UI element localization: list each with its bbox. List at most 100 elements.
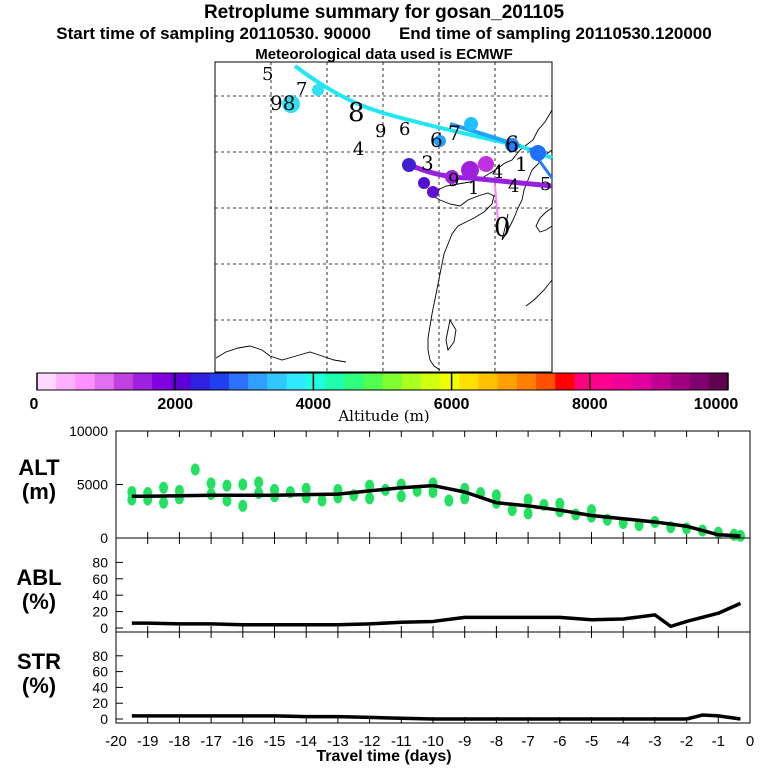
colorbar-swatch: [324, 373, 345, 390]
scatter-point: [254, 487, 264, 500]
sampling-times: Start time of sampling 20110530. 90000 En…: [0, 24, 768, 44]
colorbar-swatch: [440, 373, 460, 390]
y-tick-label: 5000: [77, 477, 108, 493]
colorbar-swatch: [228, 373, 249, 390]
colorbar-swatch: [267, 373, 288, 390]
plume-blobs: [282, 84, 546, 198]
colorbar-swatch: [305, 373, 326, 390]
y-tick-label: 0: [100, 620, 108, 636]
x-tick-label: -10: [422, 733, 444, 750]
colorbar-swatch: [593, 373, 614, 390]
plume-blob: [530, 145, 546, 161]
scatter-point: [317, 494, 327, 507]
coastline-japan: [535, 207, 553, 233]
x-tick-label: -13: [327, 733, 349, 750]
abl-series-line: [131, 601, 742, 629]
scatter-point: [222, 494, 232, 507]
y-tick-label: 60: [92, 664, 108, 680]
day-marker: 1: [468, 178, 479, 199]
y-tick-label: 0: [100, 711, 108, 727]
coastline-china: [427, 109, 553, 371]
x-tick-label: -9: [458, 733, 471, 750]
scatter-point: [396, 490, 406, 503]
scatter-point: [190, 463, 200, 476]
plume-blob: [434, 135, 446, 147]
coastline-south: [215, 345, 347, 363]
plume-blob: [445, 170, 459, 184]
colorbar-swatch: [632, 373, 652, 390]
y-tick-label: 60: [92, 571, 108, 587]
str-label-line2: (%): [21, 673, 57, 698]
trajectory-vertical: [494, 184, 499, 223]
x-tick-label: -14: [295, 733, 317, 750]
x-tick-label: -8: [490, 733, 503, 750]
colorbar-swatch: [248, 373, 268, 390]
y-tick-label: 20: [92, 695, 108, 711]
x-tick-label: -2: [680, 733, 693, 750]
colorbar-swatch: [689, 373, 710, 390]
scatter-point: [238, 499, 248, 512]
scatter-point: [555, 497, 565, 510]
str-series-line: [131, 713, 741, 721]
coastline-korea: [501, 149, 553, 241]
plume-blob: [418, 177, 430, 189]
day-marker: 8: [348, 98, 365, 128]
day-marker: 6: [505, 133, 519, 158]
alt-series-line: [131, 483, 741, 538]
x-tick-label: -6: [553, 733, 566, 750]
colorbar-swatch: [401, 373, 422, 390]
x-tick-label: -20: [105, 733, 127, 750]
day-marker: 5: [262, 64, 273, 85]
plume-blob: [478, 156, 494, 172]
colorbar-swatch: [363, 373, 383, 390]
scatter-point: [159, 496, 169, 509]
x-tick-label: -4: [617, 733, 630, 750]
scatter-point: [460, 492, 470, 505]
scatter-point: [365, 492, 375, 505]
day-marker: 1: [515, 152, 528, 176]
scatter-point: [587, 504, 596, 517]
colorbar-swatch: [209, 373, 230, 390]
abl-label-line2: (%): [21, 589, 57, 614]
colorbar-swatch: [286, 373, 307, 390]
colorbar-tick-label: 4000: [296, 396, 332, 413]
panel-frame: [115, 631, 751, 724]
x-tick-label: 0: [746, 733, 754, 750]
x-tick-label: -5: [585, 733, 598, 750]
colorbar-swatch: [651, 373, 671, 390]
scatter-point: [523, 507, 533, 520]
y-tick-label: 80: [92, 554, 108, 570]
plume-blob: [282, 95, 300, 113]
y-tick-label: 80: [92, 648, 108, 664]
scatter-point: [174, 484, 184, 497]
colorbar-swatch: [132, 373, 153, 390]
colorbar-swatch: [344, 373, 364, 390]
y-tick-label: 40: [92, 587, 108, 603]
colorbar-swatch: [113, 373, 134, 390]
day-marker: 98: [270, 91, 295, 115]
day-marker: 7: [448, 121, 461, 145]
day-marker: 9: [448, 170, 459, 191]
met-data-label: Meteorological data used is ECMWF: [255, 46, 513, 63]
plume-blob: [464, 117, 478, 131]
coastline-japan-south: [525, 279, 553, 307]
colorbar-swatch: [152, 373, 172, 390]
end-time-label: End time of sampling 20110530.120000: [398, 24, 712, 43]
scatter-point: [159, 481, 169, 494]
day-marker: 9: [375, 121, 386, 142]
x-tick-label: -17: [200, 733, 222, 750]
colorbar-swatch: [94, 373, 115, 390]
day-marker: 5: [540, 174, 551, 195]
str-label: STR (%): [4, 650, 74, 698]
alt-label-line2: (m): [21, 479, 57, 504]
x-tick-label: -15: [264, 733, 286, 750]
x-tick-label: -16: [232, 733, 254, 750]
colorbar-swatch: [478, 373, 499, 390]
colorbar-swatch: [574, 373, 595, 390]
scatter-point: [206, 477, 216, 490]
abl-label-line1: ABL: [16, 565, 62, 590]
plume-blob: [461, 161, 479, 179]
